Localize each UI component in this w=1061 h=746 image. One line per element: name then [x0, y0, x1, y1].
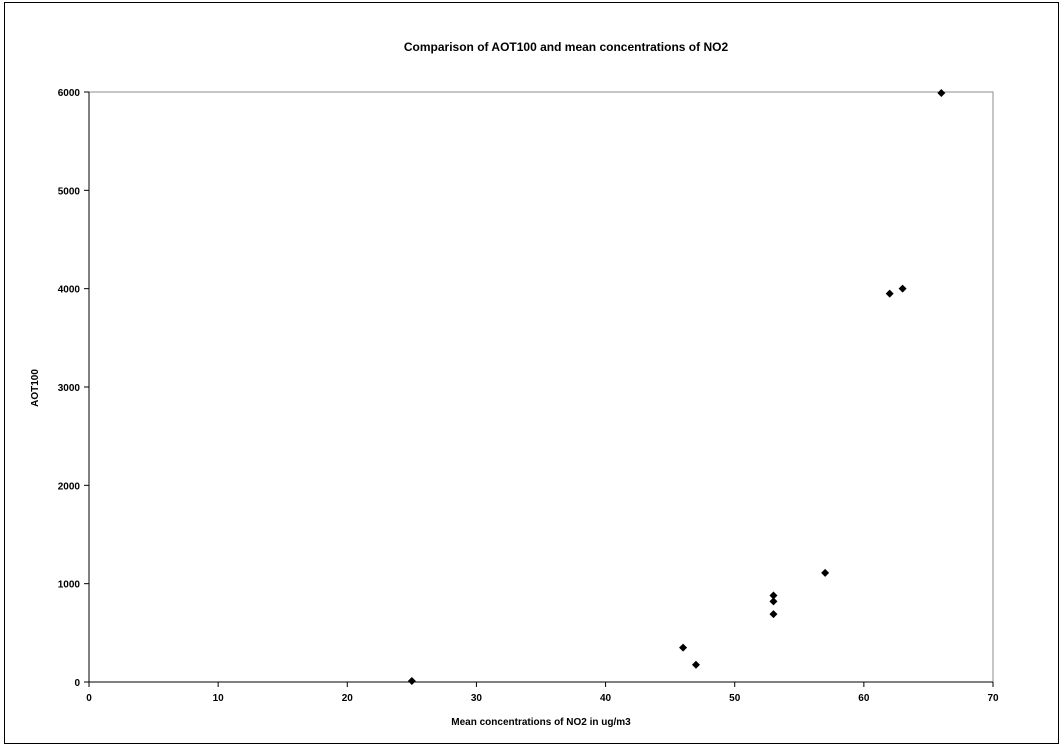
y-tick-label: 5000 [58, 186, 81, 197]
x-tick-label: 70 [987, 693, 999, 704]
y-tick-label: 6000 [58, 88, 81, 99]
y-tick-label: 2000 [58, 481, 81, 492]
x-axis: 0 10 20 30 40 50 60 70 [86, 681, 999, 704]
y-axis: 0 1000 2000 3000 4000 5000 6000 [58, 88, 90, 689]
plot-area [88, 91, 994, 683]
data-point [769, 597, 778, 606]
x-tick-label: 30 [471, 693, 483, 704]
data-points [407, 88, 946, 686]
data-point [885, 289, 894, 298]
data-point [407, 677, 416, 686]
x-tick-label: 10 [213, 693, 225, 704]
y-axis-label: AOT100 [30, 369, 41, 407]
y-tick-label: 3000 [58, 383, 81, 394]
data-point [679, 643, 688, 652]
x-tick-label: 0 [86, 693, 92, 704]
data-point [937, 88, 946, 97]
y-tick-label: 1000 [58, 580, 81, 591]
data-point [898, 284, 907, 293]
data-point [691, 660, 700, 669]
chart-title: Comparison of AOT100 and mean concentrat… [404, 40, 729, 54]
x-axis-label: Mean concentrations of NO2 in ug/m3 [451, 717, 631, 728]
y-tick-label: 4000 [58, 285, 81, 296]
data-point [769, 591, 778, 600]
data-point [821, 568, 830, 577]
x-tick-label: 20 [342, 693, 354, 704]
x-tick-label: 60 [858, 693, 870, 704]
x-tick-label: 50 [729, 693, 741, 704]
y-tick-label: 0 [74, 678, 80, 689]
data-point [769, 610, 778, 619]
x-tick-label: 40 [600, 693, 612, 704]
